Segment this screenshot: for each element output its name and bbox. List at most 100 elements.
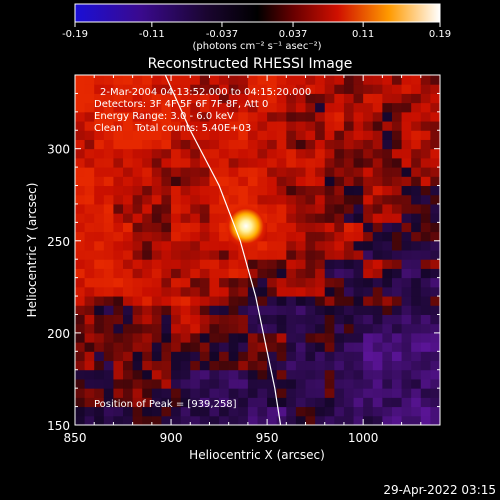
heatmap-cell (334, 250, 345, 260)
heatmap-cell (363, 176, 374, 187)
heatmap-cell (247, 378, 258, 389)
heatmap-cell (411, 259, 422, 269)
heatmap-cell (132, 286, 143, 297)
heatmap-cell (180, 332, 191, 343)
heatmap-cell (286, 167, 297, 177)
heatmap-cell (84, 388, 95, 398)
heatmap-cell (257, 268, 268, 279)
heatmap-cell (401, 268, 412, 279)
heatmap-cell (238, 111, 249, 122)
heatmap-cell (343, 378, 355, 389)
heatmap-cell (94, 93, 105, 104)
heatmap-cell (190, 130, 201, 140)
heatmap-cell (161, 388, 172, 398)
heatmap-cell (209, 397, 220, 408)
heatmap-cell (209, 231, 220, 242)
heatmap-cell (276, 139, 287, 150)
heatmap-cell (113, 121, 124, 131)
heatmap-cell (113, 397, 124, 408)
heatmap-cell (401, 351, 412, 362)
heatmap-cell (142, 111, 153, 122)
heatmap-cell (391, 102, 403, 113)
heatmap-cell (151, 111, 162, 122)
heatmap-cell (142, 75, 153, 85)
heatmap-cell (411, 222, 422, 233)
heatmap-cell (132, 185, 143, 196)
heatmap-cell (84, 194, 95, 205)
heatmap-cell (267, 93, 278, 104)
peak-source (223, 204, 268, 249)
heatmap-cell (75, 203, 86, 214)
heatmap-cell (295, 231, 307, 242)
heatmap-cell (267, 406, 278, 417)
heatmap-cell (286, 277, 297, 288)
heatmap-cell (391, 314, 403, 325)
heatmap-cell (171, 259, 182, 269)
heatmap-cell (75, 342, 86, 352)
heatmap-cell (315, 323, 326, 334)
heatmap-cell (382, 231, 393, 242)
heatmap-cell (113, 157, 124, 168)
heatmap-cell (430, 397, 440, 408)
heatmap-cell (286, 305, 297, 315)
heatmap-cell (113, 102, 124, 113)
heatmap-cell (257, 111, 268, 122)
heatmap-cell (430, 176, 440, 187)
heatmap-image (75, 75, 440, 425)
heatmap-cell (209, 130, 220, 140)
heatmap-cell (324, 93, 335, 104)
heatmap-cell (267, 148, 278, 159)
heatmap-cell (420, 102, 431, 113)
heatmap-cell (199, 277, 210, 288)
heatmap-cell (209, 351, 220, 362)
heatmap-cell (132, 259, 143, 269)
heatmap-cell (257, 93, 268, 104)
heatmap-cell (103, 194, 114, 205)
heatmap-cell (420, 130, 431, 140)
heatmap-cell (391, 351, 403, 362)
heatmap-cell (353, 314, 364, 325)
heatmap-cell (123, 415, 134, 425)
heatmap-cell (209, 415, 220, 425)
heatmap-cell (276, 369, 287, 380)
heatmap-cell (123, 231, 134, 242)
heatmap-cell (161, 342, 172, 352)
heatmap-cell (267, 415, 278, 425)
heatmap-cell (401, 93, 412, 104)
heatmap-cell (420, 250, 431, 260)
heatmap-cell (228, 75, 239, 85)
heatmap-cell (180, 213, 191, 223)
heatmap-cell (238, 75, 249, 85)
heatmap-cell (334, 268, 345, 279)
heatmap-cell (324, 240, 335, 251)
heatmap-cell (372, 305, 383, 315)
heatmap-cell (94, 157, 105, 168)
heatmap-cell (295, 277, 307, 288)
heatmap-cell (353, 102, 364, 113)
heatmap-cell (94, 360, 105, 371)
heatmap-cell (363, 286, 374, 297)
heatmap-cell (267, 222, 278, 233)
heatmap-cell (84, 240, 95, 251)
heatmap-cell (190, 378, 201, 389)
heatmap-cell (334, 397, 345, 408)
heatmap-cell (286, 415, 297, 425)
heatmap-cell (295, 75, 307, 85)
heatmap-cell (267, 75, 278, 85)
heatmap-cell (84, 231, 95, 242)
heatmap-cell (334, 286, 345, 297)
heatmap-cell (295, 84, 307, 94)
heatmap-cell (334, 360, 345, 371)
heatmap-cell (363, 194, 374, 205)
heatmap-cell (286, 93, 297, 104)
heatmap-cell (353, 185, 364, 196)
heatmap-cell (315, 148, 326, 159)
heatmap-cell (305, 75, 316, 85)
heatmap-cell (84, 121, 95, 131)
heatmap-cell (238, 185, 249, 196)
heatmap-cell (334, 406, 345, 417)
heatmap-cell (286, 388, 297, 398)
heatmap-cell (343, 323, 355, 334)
heatmap-cell (372, 84, 383, 94)
heatmap-cell (353, 268, 364, 279)
